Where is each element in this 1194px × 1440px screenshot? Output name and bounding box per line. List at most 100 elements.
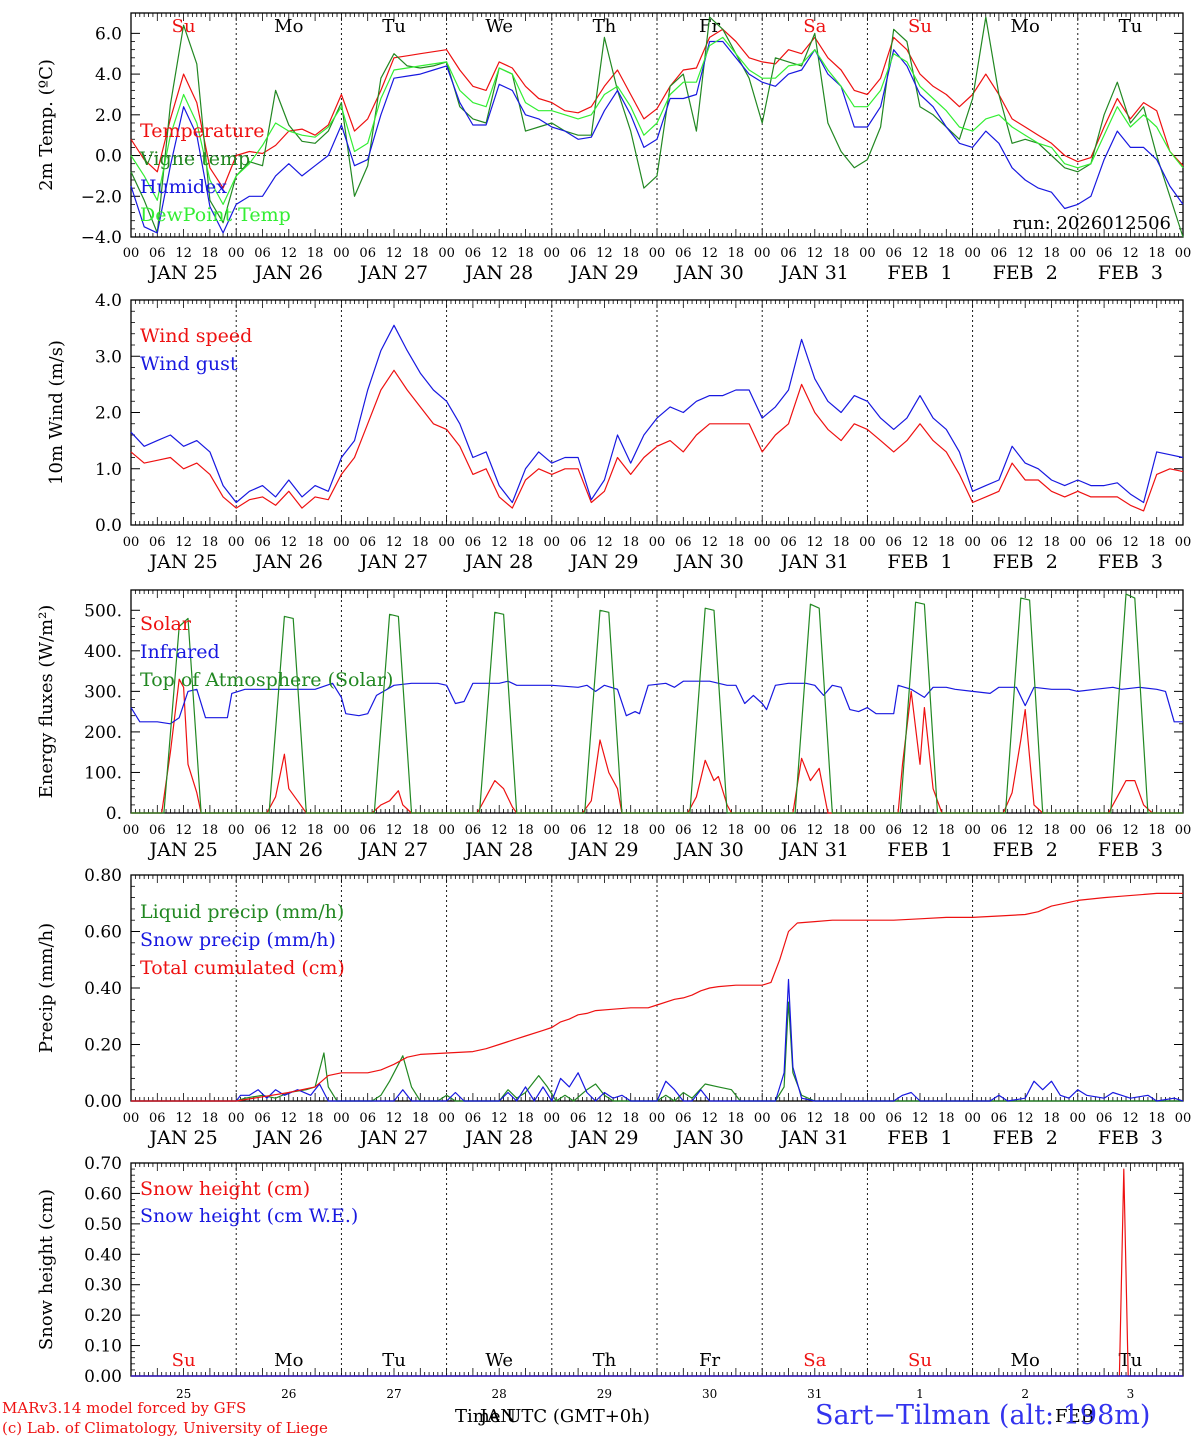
y-tick-label: 300. xyxy=(84,682,122,702)
hour-tick-label: 12 xyxy=(1122,823,1139,838)
hour-tick-label: 06 xyxy=(149,246,166,261)
y-tick-label: 500. xyxy=(84,601,122,621)
day-tick-label: JAN 30 xyxy=(674,839,744,861)
site-label: Sart−Tilman (alt: 198m) xyxy=(815,1400,1151,1431)
series-line-top-of-atmosphere-solar- xyxy=(131,593,1183,814)
hour-tick-label: 06 xyxy=(359,246,376,261)
day-tick-label: JAN 26 xyxy=(253,839,323,861)
hour-tick-label: 12 xyxy=(596,823,613,838)
day-tick-label: JAN 26 xyxy=(253,1127,323,1149)
series-line-humidex xyxy=(130,40,1184,234)
hour-tick-label: 12 xyxy=(175,823,192,838)
hour-tick-label: 12 xyxy=(175,535,192,550)
legend-entry: Top of Atmosphere (Solar) xyxy=(140,669,393,691)
hour-tick-label: 18 xyxy=(412,823,429,838)
hour-tick-label: 18 xyxy=(202,823,219,838)
hour-tick-label: 12 xyxy=(491,246,508,261)
hour-tick-label: 18 xyxy=(307,535,324,550)
hour-tick-label: 12 xyxy=(281,535,298,550)
hour-tick-label: 00 xyxy=(333,823,350,838)
hour-tick-label: 12 xyxy=(491,823,508,838)
hour-tick-label: 06 xyxy=(570,1111,587,1126)
series-line-total-cumulated-cm- xyxy=(131,892,1183,1102)
hour-tick-label: 06 xyxy=(780,1111,797,1126)
hour-tick-label: 00 xyxy=(544,823,561,838)
hour-tick-label: 00 xyxy=(544,246,561,261)
hour-tick-label: 12 xyxy=(1017,246,1034,261)
series-line-snow-precip-mm-h- xyxy=(131,978,1184,1102)
day-tick-label: JAN 29 xyxy=(568,262,638,284)
hour-tick-label: 06 xyxy=(780,246,797,261)
day-tick-label: JAN 26 xyxy=(253,551,323,573)
day-tick-label: JAN 31 xyxy=(779,839,849,861)
hour-tick-label: 18 xyxy=(202,246,219,261)
hour-tick-label: 00 xyxy=(964,1111,981,1126)
hour-tick-label: 06 xyxy=(465,1111,482,1126)
day-tick-label: JAN 30 xyxy=(674,262,744,284)
y-tick-label: −4.0 xyxy=(81,228,122,248)
series-line-wind-gust xyxy=(130,324,1184,504)
series-line-dewpoint-temp xyxy=(130,36,1184,205)
hour-tick-label: 06 xyxy=(1096,535,1113,550)
weekday-label: Mo xyxy=(274,16,303,37)
y-tick-label: 2.0 xyxy=(95,106,122,126)
hour-tick-label: 00 xyxy=(1070,1111,1087,1126)
hour-tick-label: 12 xyxy=(386,535,403,550)
y-tick-label: 0.40 xyxy=(84,979,122,999)
hour-tick-label: 12 xyxy=(701,1111,718,1126)
y-tick-label: 0.70 xyxy=(84,1154,122,1174)
legend-entry: DewPoint Temp xyxy=(140,204,291,226)
hour-tick-label: 06 xyxy=(570,246,587,261)
hour-tick-label: 18 xyxy=(1043,823,1060,838)
day-tick-label: JAN 29 xyxy=(568,551,638,573)
day-number-label: 30 xyxy=(702,1387,717,1401)
day-tick-label: FEB 1 xyxy=(887,1127,952,1149)
hour-tick-label: 06 xyxy=(675,1111,692,1126)
day-number-label: 28 xyxy=(492,1387,507,1401)
hour-tick-label: 06 xyxy=(465,823,482,838)
day-tick-label: JAN 27 xyxy=(358,839,428,861)
hour-tick-label: 18 xyxy=(622,535,639,550)
weekday-label: Tu xyxy=(1119,1350,1143,1371)
weekday-label: Su xyxy=(908,1350,932,1371)
y-tick-label: 0.00 xyxy=(84,1092,122,1112)
hour-tick-label: 06 xyxy=(1096,1111,1113,1126)
weekday-label: Tu xyxy=(1119,16,1143,37)
hour-tick-label: 00 xyxy=(333,1111,350,1126)
hour-tick-label: 06 xyxy=(465,246,482,261)
y-axis-label: Precip (mm/h) xyxy=(36,923,57,1053)
day-tick-label: FEB 1 xyxy=(887,551,952,573)
hour-tick-label: 06 xyxy=(254,535,271,550)
day-number-label: 29 xyxy=(597,1387,612,1401)
day-tick-label: FEB 2 xyxy=(993,1127,1058,1149)
day-number-label: 26 xyxy=(281,1387,296,1401)
day-tick-label: FEB 1 xyxy=(887,839,952,861)
hour-tick-label: 18 xyxy=(833,535,850,550)
y-tick-label: 0.30 xyxy=(84,1276,122,1296)
legend-entry: Humidex xyxy=(140,176,227,198)
day-tick-label: JAN 29 xyxy=(568,839,638,861)
y-tick-label: 0.60 xyxy=(84,923,122,943)
hour-tick-label: 18 xyxy=(202,1111,219,1126)
series-line-vigne-temp xyxy=(130,16,1184,238)
hour-tick-label: 00 xyxy=(1175,1111,1192,1126)
hour-tick-label: 18 xyxy=(833,1111,850,1126)
hour-tick-label: 00 xyxy=(333,535,350,550)
hour-tick-label: 06 xyxy=(254,823,271,838)
hour-tick-label: 12 xyxy=(386,823,403,838)
hour-tick-label: 00 xyxy=(964,535,981,550)
day-tick-label: JAN 28 xyxy=(463,839,533,861)
y-tick-label: 6.0 xyxy=(95,24,122,44)
legend-entry: Snow height (cm W.E.) xyxy=(140,1205,358,1227)
hour-tick-label: 18 xyxy=(1148,1111,1165,1126)
y-tick-label: 0. xyxy=(106,804,122,824)
weekday-label: Fr xyxy=(699,16,720,37)
hour-tick-label: 18 xyxy=(1043,246,1060,261)
weekday-label: Tu xyxy=(382,1350,406,1371)
weekday-label: Sa xyxy=(803,16,826,37)
hour-tick-label: 12 xyxy=(807,823,824,838)
hour-tick-label: 18 xyxy=(833,823,850,838)
legend-entry: Liquid precip (mm/h) xyxy=(140,901,344,923)
hour-tick-label: 06 xyxy=(675,823,692,838)
hour-tick-label: 06 xyxy=(675,535,692,550)
